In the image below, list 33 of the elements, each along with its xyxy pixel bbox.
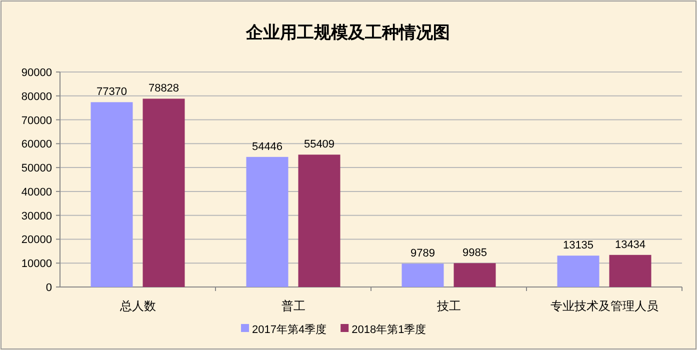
bar — [402, 264, 444, 287]
bar — [557, 256, 600, 287]
y-tick-label: 50000 — [21, 162, 52, 175]
data-label: 9985 — [462, 247, 487, 260]
y-tick-label: 20000 — [21, 234, 52, 246]
x-tick-label: 专业技术及管理人员 — [550, 299, 658, 313]
y-tick-label: 70000 — [21, 114, 52, 127]
y-tick-label: 40000 — [21, 186, 52, 198]
y-tick-label: 80000 — [21, 90, 52, 103]
bar — [246, 156, 288, 287]
legend-label: 2018年第1季度 — [352, 323, 426, 336]
data-label: 9789 — [410, 248, 435, 260]
bar — [90, 102, 133, 287]
y-tick-label: 60000 — [21, 138, 52, 151]
y-tick-label: 90000 — [21, 67, 52, 79]
x-tick-label: 总人数 — [118, 299, 156, 313]
bar — [609, 254, 652, 287]
data-label: 13434 — [614, 238, 646, 251]
x-tick-label: 普工 — [281, 299, 306, 313]
legend-label: 2017年第4季度 — [252, 323, 327, 336]
data-label: 78828 — [148, 82, 180, 95]
bar — [454, 263, 496, 287]
x-tick-label: 技工 — [436, 299, 461, 313]
y-tick-label: 30000 — [21, 210, 52, 222]
data-label: 77370 — [96, 86, 128, 98]
data-label: 55409 — [304, 138, 335, 151]
data-label: 54446 — [252, 140, 283, 153]
chart-title: 企业用工规模及工种情况图 — [245, 23, 450, 42]
y-tick-label: 10000 — [21, 258, 52, 270]
bar — [142, 98, 185, 287]
bar — [298, 154, 340, 287]
data-label: 13135 — [562, 240, 594, 252]
y-tick-label: 0 — [46, 282, 52, 294]
